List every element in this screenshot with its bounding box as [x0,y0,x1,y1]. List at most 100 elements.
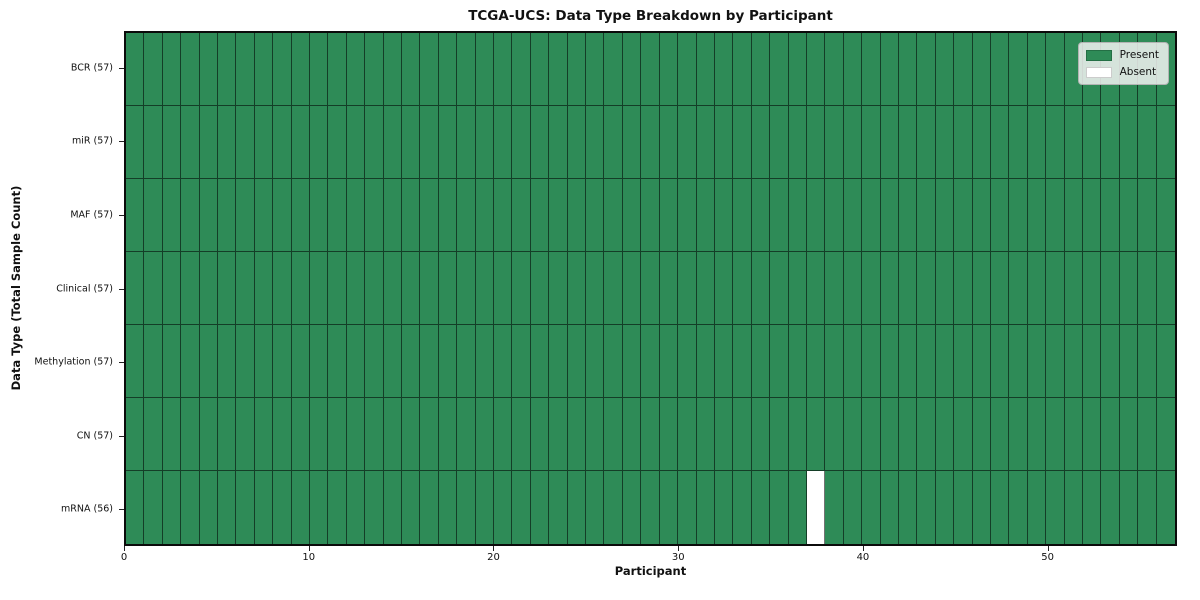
heatmap-cell-miR-p48-present [1009,106,1028,179]
heatmap-cell-Clinical-p1-present [144,252,163,325]
heatmap-cell-Clinical-p52-present [1082,252,1102,325]
heatmap-cell-Methylation-p26-present [604,325,623,398]
heatmap-cell-Clinical-p22-present [530,252,550,325]
heatmap-cell-MAF-p17-present [438,179,458,252]
heatmap-cell-CN-p27-present [622,398,642,471]
heatmap-cell-BCR-p33-present [733,33,752,106]
heatmap-cell-Clinical-p9-present [291,252,311,325]
heatmap-cell-Methylation-p30-present [678,325,697,398]
heatmap-cell-Clinical-p30-present [678,252,697,325]
heatmap-cell-MAF-p2-present [162,179,182,252]
heatmap-cell-Methylation-p55-present [1138,325,1157,398]
heatmap-cell-Clinical-p45-present [954,252,973,325]
heatmap-cell-Clinical-p55-present [1138,252,1157,325]
heatmap-cell-miR-p13-present [365,106,384,179]
heatmap-cell-Clinical-p56-present [1156,252,1175,325]
heatmap-cell-miR-p1-present [144,106,163,179]
heatmap-cell-BCR-p4-present [199,33,219,106]
heatmap-cell-mRNA-p9-present [291,471,311,544]
heatmap-cell-CN-p1-present [144,398,163,471]
heatmap-cell-BCR-p25-present [586,33,605,106]
heatmap-cell-miR-p25-present [586,106,605,179]
heatmap-cell-mRNA-p39-present [843,471,863,544]
heatmap-cell-mRNA-p26-present [604,471,623,544]
heatmap-cell-mRNA-p12-present [346,471,366,544]
heatmap-cell-Clinical-p17-present [438,252,458,325]
heatmap-cell-mRNA-p3-present [181,471,200,544]
heatmap-cell-CN-p5-present [218,398,237,471]
heatmap-cell-CN-p43-present [917,398,936,471]
heatmap-cell-CN-p13-present [365,398,384,471]
heatmap-cell-mRNA-p8-present [273,471,292,544]
heatmap-cell-Clinical-p48-present [1009,252,1028,325]
heatmap-cell-MAF-p55-present [1138,179,1157,252]
heatmap-cell-BCR-p8-present [273,33,292,106]
heatmap-cell-MAF-p28-present [641,179,660,252]
heatmap-cell-mRNA-p29-present [659,471,679,544]
heatmap-cell-Methylation-p22-present [530,325,550,398]
heatmap-cell-Methylation-p4-present [199,325,219,398]
heatmap-cell-Methylation-p25-present [586,325,605,398]
heatmap-cell-Clinical-p19-present [475,252,495,325]
legend-entry-absent: Absent [1085,66,1159,78]
heatmap-cell-mRNA-p18-present [457,471,476,544]
heatmap-cell-MAF-p50-present [1046,179,1065,252]
heatmap-cell-miR-p50-present [1046,106,1065,179]
heatmap-cell-miR-p29-present [659,106,679,179]
heatmap-cell-BCR-p18-present [457,33,476,106]
heatmap-cell-miR-p49-present [1027,106,1047,179]
heatmap-cell-Methylation-p48-present [1009,325,1028,398]
heatmap-cell-Clinical-p2-present [162,252,182,325]
heatmap-cell-Methylation-p56-present [1156,325,1175,398]
heatmap-cell-mRNA-p5-present [218,471,237,544]
heatmap-cell-miR-p10-present [310,106,329,179]
heatmap-cell-Clinical-p10-present [310,252,329,325]
heatmap-cell-MAF-p19-present [475,179,495,252]
heatmap-cell-CN-p11-present [328,398,347,471]
heatmap-cell-MAF-p46-present [972,179,991,252]
heatmap-cell-CN-p29-present [659,398,679,471]
heatmap-cell-Methylation-p52-present [1082,325,1102,398]
heatmap-cell-BCR-p44-present [935,33,955,106]
y-tick-mark [119,435,124,437]
y-tick-mark [119,288,124,290]
heatmap-cell-mRNA-p32-present [714,471,734,544]
x-tick-mark [1047,546,1049,551]
heatmap-cell-mRNA-p28-present [641,471,660,544]
heatmap-cell-mRNA-p45-present [954,471,973,544]
heatmap-cell-miR-p14-present [383,106,403,179]
heatmap-cell-Clinical-p40-present [862,252,881,325]
heatmap-cell-CN-p42-present [898,398,918,471]
heatmap-cell-mRNA-p49-present [1027,471,1047,544]
heatmap-cell-BCR-p15-present [402,33,421,106]
heatmap-cell-mRNA-p36-present [788,471,807,544]
heatmap-cell-mRNA-p22-present [530,471,550,544]
heatmap-cell-miR-p43-present [917,106,936,179]
heatmap-cell-CN-p23-present [549,398,568,471]
heatmap-cell-Methylation-p7-present [254,325,274,398]
legend: Present Absent [1077,42,1169,85]
heatmap-cell-CN-p40-present [862,398,881,471]
heatmap-cell-miR-p51-present [1064,106,1083,179]
heatmap-grid [126,33,1175,544]
heatmap-cell-BCR-p23-present [549,33,568,106]
heatmap-cell-mRNA-p30-present [678,471,697,544]
heatmap-cell-miR-p34-present [751,106,771,179]
heatmap-cell-BCR-p20-present [494,33,513,106]
heatmap-cell-MAF-p31-present [696,179,715,252]
heatmap-cell-Methylation-p36-present [788,325,807,398]
heatmap-cell-CN-p21-present [512,398,531,471]
x-tick-label: 40 [856,552,870,563]
y-tick-label-BCR: BCR (57) [70,62,113,74]
heatmap-cell-CN-p55-present [1138,398,1157,471]
heatmap-cell-Methylation-p16-present [420,325,439,398]
heatmap-cell-miR-p27-present [622,106,642,179]
heatmap-cell-Clinical-p14-present [383,252,403,325]
heatmap-cell-mRNA-p47-present [990,471,1010,544]
heatmap-cell-Clinical-p4-present [199,252,219,325]
heatmap-cell-mRNA-p17-present [438,471,458,544]
heatmap-cell-CN-p14-present [383,398,403,471]
heatmap-cell-miR-p16-present [420,106,439,179]
heatmap-cell-BCR-p38-present [825,33,844,106]
heatmap-cell-MAF-p3-present [181,179,200,252]
